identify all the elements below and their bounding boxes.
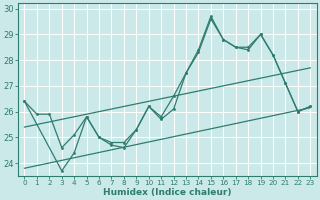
X-axis label: Humidex (Indice chaleur): Humidex (Indice chaleur) bbox=[103, 188, 232, 197]
